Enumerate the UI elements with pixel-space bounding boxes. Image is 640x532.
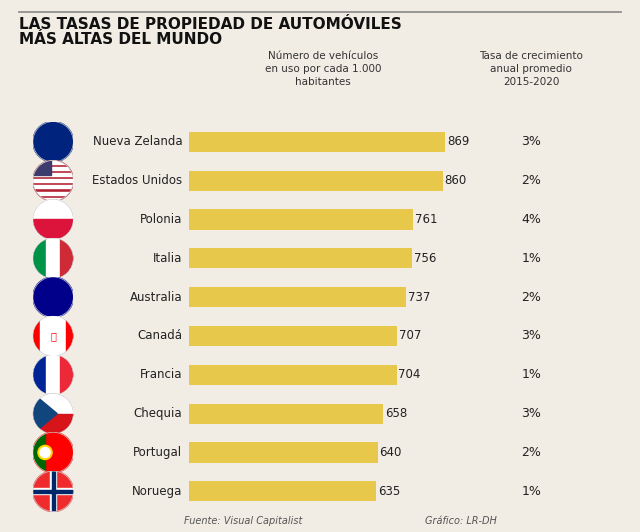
Circle shape [33, 354, 74, 395]
Text: 869: 869 [447, 135, 469, 148]
Text: Noruega: Noruega [132, 485, 182, 498]
Bar [33, 432, 45, 473]
Circle shape [33, 277, 74, 317]
Circle shape [33, 315, 74, 356]
FancyBboxPatch shape [189, 248, 412, 268]
Bar [33, 173, 74, 176]
Text: 2%: 2% [521, 446, 541, 459]
Polygon shape [33, 394, 57, 434]
Text: 3%: 3% [521, 329, 541, 343]
Text: Chequia: Chequia [134, 407, 182, 420]
Text: 1%: 1% [521, 485, 541, 498]
Text: 2%: 2% [521, 174, 541, 187]
Text: 1%: 1% [521, 368, 541, 381]
Bar [33, 198, 74, 201]
Circle shape [33, 432, 74, 473]
FancyBboxPatch shape [189, 481, 376, 501]
Circle shape [33, 121, 74, 162]
Text: 737: 737 [408, 290, 431, 304]
Text: 2%: 2% [521, 290, 541, 304]
Text: Tasa de crecimiento
anual promedio
2015-2020: Tasa de crecimiento anual promedio 2015-… [479, 51, 583, 87]
Text: 860: 860 [444, 174, 467, 187]
Circle shape [33, 471, 74, 512]
Text: Gráfico: LR-DH: Gráfico: LR-DH [425, 516, 497, 526]
FancyBboxPatch shape [189, 210, 413, 229]
FancyBboxPatch shape [189, 171, 443, 190]
Circle shape [38, 445, 52, 460]
Bar [60, 355, 74, 395]
Bar [60, 238, 74, 279]
Bar [33, 355, 46, 395]
FancyBboxPatch shape [189, 404, 383, 423]
Text: 🍁: 🍁 [50, 331, 56, 341]
Bar [33, 192, 74, 195]
Text: 658: 658 [385, 407, 407, 420]
FancyBboxPatch shape [189, 365, 397, 385]
Bar [51, 471, 55, 512]
Bar [33, 414, 74, 434]
Circle shape [33, 200, 74, 240]
Text: Australia: Australia [130, 290, 182, 304]
Text: Italia: Italia [153, 252, 182, 265]
Bar [67, 316, 74, 356]
Text: Canadá: Canadá [138, 329, 182, 343]
Text: Francia: Francia [140, 368, 182, 381]
FancyBboxPatch shape [189, 326, 397, 346]
Text: Nueva Zelanda: Nueva Zelanda [93, 135, 182, 148]
Text: 707: 707 [399, 329, 422, 343]
Bar [33, 179, 74, 182]
Text: Fuente: Visual Capitalist: Fuente: Visual Capitalist [184, 516, 302, 526]
Bar [33, 161, 51, 174]
FancyBboxPatch shape [189, 443, 378, 462]
Text: Polonia: Polonia [140, 213, 182, 226]
FancyBboxPatch shape [189, 132, 445, 152]
Bar [33, 488, 74, 494]
Bar [33, 220, 74, 240]
Text: 756: 756 [413, 252, 436, 265]
Bar [33, 167, 74, 170]
Bar [46, 238, 60, 279]
FancyBboxPatch shape [189, 287, 406, 307]
Circle shape [33, 238, 74, 279]
Bar [50, 471, 56, 512]
Bar [33, 185, 74, 188]
Text: 640: 640 [380, 446, 402, 459]
Circle shape [40, 447, 50, 458]
Text: 635: 635 [378, 485, 400, 498]
Text: 761: 761 [415, 213, 438, 226]
Bar [46, 355, 60, 395]
Bar [33, 161, 74, 163]
Bar [33, 238, 46, 279]
Text: Número de vehículos
en uso por cada 1.000
habitantes: Número de vehículos en uso por cada 1.00… [265, 51, 381, 87]
Circle shape [33, 161, 74, 201]
Text: MÁS ALTAS DEL MUNDO: MÁS ALTAS DEL MUNDO [19, 32, 222, 47]
Text: Portugal: Portugal [133, 446, 182, 459]
Bar [33, 316, 40, 356]
Text: LAS TASAS DE PROPIEDAD DE AUTOMÓVILES: LAS TASAS DE PROPIEDAD DE AUTOMÓVILES [19, 17, 402, 32]
Text: 704: 704 [398, 368, 420, 381]
Text: 4%: 4% [521, 213, 541, 226]
Bar [33, 489, 74, 493]
Text: 3%: 3% [521, 407, 541, 420]
Text: 3%: 3% [521, 135, 541, 148]
Text: Estados Unidos: Estados Unidos [92, 174, 182, 187]
Text: 1%: 1% [521, 252, 541, 265]
Circle shape [33, 394, 74, 434]
Bar [40, 316, 67, 356]
